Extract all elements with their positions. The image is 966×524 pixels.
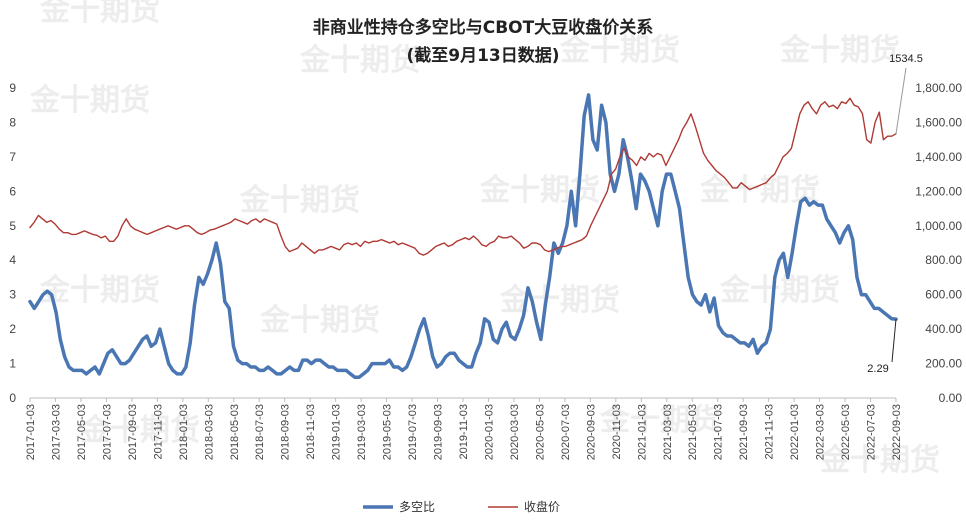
watermark-text: 金十期货: [819, 443, 940, 478]
right-tick-label: 1,600.00: [915, 115, 962, 129]
x-tick-label: 2021-09-03: [738, 404, 750, 460]
right-tick-label: 400.00: [925, 322, 962, 336]
watermark-text: 金十期货: [239, 183, 360, 218]
callout-leader: [891, 319, 897, 363]
x-tick-label: 2021-03-03: [662, 404, 674, 460]
right-tick-label: 600.00: [925, 288, 962, 302]
x-tick-label: 2021-01-03: [636, 404, 648, 460]
series-line-price: [29, 97, 897, 256]
right-axis: 0.00 200.00 400.00 600.00 800.00 1,000.00 1,20…: [915, 81, 962, 405]
x-tick-label: 2020-09-03: [585, 404, 597, 460]
x-tick-label: 2017-03-03: [50, 404, 62, 460]
legend-label-ratio: 多空比: [399, 500, 435, 514]
watermark-text: 金十期货: [39, 273, 160, 308]
left-tick-label: 3: [9, 288, 16, 302]
left-tick-label: 0: [9, 391, 16, 405]
x-tick-label: 2022-05-03: [840, 404, 852, 460]
x-tick-label: 2019-07-03: [407, 404, 419, 460]
watermark-text: 金十期货: [39, 0, 160, 28]
left-tick-label: 1: [9, 357, 16, 371]
watermark-text: 金十期货: [79, 413, 200, 448]
x-tick-label: 2021-11-03: [764, 404, 776, 459]
watermark-text: 金十期货: [299, 43, 420, 78]
x-tick-label: 2018-09-03: [280, 404, 292, 460]
x-axis: 2017-01-03 2017-03-03 2017-05-03 2017-07-03…: [25, 398, 903, 460]
x-tick-label: 2019-03-03: [356, 404, 368, 460]
x-tick-label: 2021-07-03: [713, 404, 725, 460]
x-tick-label: 2018-03-03: [203, 404, 215, 460]
right-tick-label: 800.00: [925, 253, 962, 267]
series-layer: [28, 93, 898, 380]
x-tick-label: 2022-07-03: [866, 404, 878, 460]
left-axis: 0 1 2 3 4 5 6 7 8 9: [9, 81, 16, 405]
legend-label-price: 收盘价: [524, 499, 560, 514]
right-tick-label: 1,000.00: [915, 219, 962, 233]
series-line-ratio: [28, 93, 898, 380]
right-tick-label: 0.00: [939, 391, 963, 405]
x-tick-label: 2018-05-03: [229, 404, 241, 460]
watermark-text: 金十期货: [479, 173, 600, 208]
x-tick-label: 2019-11-03: [458, 404, 470, 459]
left-tick-label: 6: [9, 184, 16, 198]
left-tick-label: 4: [9, 253, 16, 267]
right-tick-label: 200.00: [925, 357, 962, 371]
watermark-text: 金十期货: [499, 283, 620, 318]
callout-ratio-last: 2.29: [867, 363, 888, 375]
watermark-text: 金十期货: [259, 303, 380, 338]
x-tick-label: 2022-03-03: [815, 404, 827, 460]
x-tick-label: 2019-05-03: [382, 404, 394, 460]
right-tick-label: 1,400.00: [915, 150, 962, 164]
x-tick-label: 2017-11-03: [152, 404, 164, 459]
x-tick-label: 2020-11-03: [611, 404, 623, 459]
legend: 多空比 收盘价: [363, 499, 560, 514]
x-tick-label: 2017-09-03: [127, 404, 139, 460]
watermark-text: 金十期货: [719, 273, 840, 308]
chart-subtitle: (截至9月13日数据): [406, 45, 559, 66]
watermark-text: 金十期货: [29, 83, 150, 118]
right-tick-label: 1,200.00: [915, 184, 962, 198]
watermark-text: 金十期货: [779, 33, 900, 68]
x-tick-label: 2018-07-03: [254, 404, 266, 460]
left-tick-label: 9: [9, 81, 16, 95]
x-tick-label: 2021-05-03: [687, 404, 699, 460]
left-tick-label: 7: [9, 150, 16, 164]
x-tick-label: 2017-05-03: [76, 404, 88, 460]
x-tick-label: 2018-01-03: [178, 404, 190, 460]
callout-leader: [895, 67, 907, 134]
left-tick-label: 8: [9, 115, 16, 129]
right-tick-label: 1,800.00: [915, 81, 962, 95]
x-tick-label: 2020-05-03: [534, 404, 546, 460]
x-tick-label: 2022-09-03: [891, 404, 903, 460]
annotation-layer: 1534.5 2.29: [867, 53, 923, 375]
x-tick-label: 2020-03-03: [509, 404, 521, 460]
watermark-text: 金十期货: [599, 403, 720, 438]
x-tick-label: 2017-07-03: [101, 404, 113, 460]
callout-price-last: 1534.5: [889, 53, 923, 65]
left-tick-label: 2: [9, 322, 16, 336]
left-tick-label: 5: [9, 219, 16, 233]
watermark-text: 金十期货: [559, 33, 680, 68]
x-tick-label: 2018-11-03: [305, 404, 317, 459]
x-tick-label: 2020-01-03: [483, 404, 495, 460]
x-tick-label: 2020-07-03: [560, 404, 572, 460]
x-tick-label: 2019-01-03: [331, 404, 343, 460]
x-tick-label: 2019-09-03: [433, 404, 445, 460]
chart-title: 非商业性持仓多空比与CBOT大豆收盘价关系: [313, 17, 653, 38]
x-tick-label: 2022-01-03: [789, 404, 801, 460]
x-tick-label: 2017-01-03: [25, 404, 37, 460]
